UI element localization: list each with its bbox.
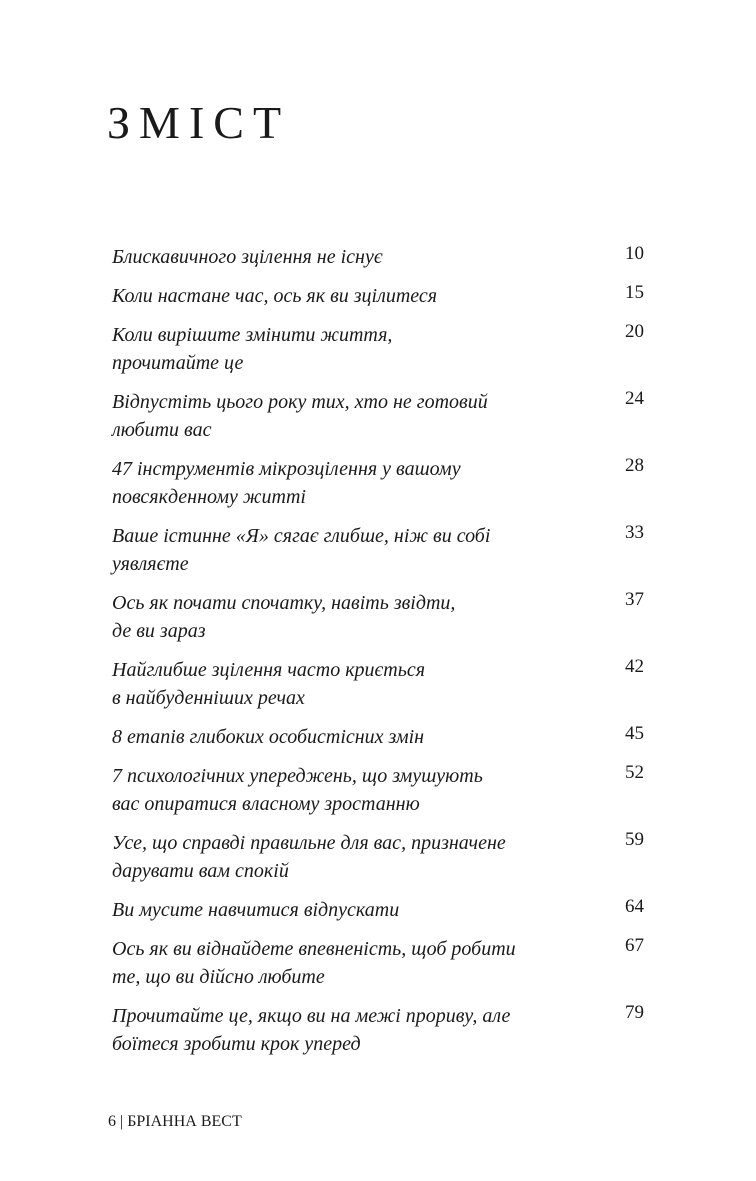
toc-entry-title: Ви мусите навчитися відпускати [112, 896, 399, 924]
toc-entry: Усе, що справді правильне для вас, призн… [112, 829, 644, 885]
toc-entry-line: Відпустіть цього року тих, хто не готови… [112, 391, 488, 413]
toc-entry: 8 етапів глибоких особистісних змін 45 [112, 723, 644, 751]
toc-entry-page: 42 [625, 656, 644, 677]
toc-entry-line: 47 інструментів мікрозцілення у вашому [112, 458, 461, 480]
toc-entry-title: Блискавичного зцілення не існує [112, 243, 383, 271]
toc-entry-title: Прочитайте це, якщо ви на межі прориву, … [112, 1002, 510, 1058]
toc-entry-line: Ось як почати спочатку, навіть звідти, [112, 592, 456, 614]
toc-entry: 47 інструментів мікрозцілення у вашому по… [112, 455, 644, 511]
toc-entry: Найглибше зцілення часто криється в найбу… [112, 656, 644, 712]
toc-entry-line: де ви зараз [112, 620, 206, 642]
page-title: ЗМІСТ [107, 97, 291, 148]
toc-entry: Ви мусите навчитися відпускати 64 [112, 896, 644, 924]
toc-entry-page: 33 [625, 522, 644, 543]
toc-entry-line: дарувати вам спокій [112, 860, 289, 882]
toc-entry-title: Усе, що справді правильне для вас, призн… [112, 829, 506, 885]
toc-entry: Ваше істинне «Я» сягає глибше, ніж ви со… [112, 522, 644, 578]
toc-entry-title: Найглибше зцілення часто криється в найбу… [112, 656, 425, 712]
toc-entry-line: Коли вирішите змінити життя, [112, 324, 393, 346]
toc-entry-page: 15 [625, 282, 644, 303]
table-of-contents: Блискавичного зцілення не існує 10 Коли на… [112, 243, 644, 1069]
toc-entry: Коли настане час, ось як ви зцілитеся 15 [112, 282, 644, 310]
toc-entry-line: в найбуденніших речах [112, 687, 305, 709]
toc-entry-title: 47 інструментів мікрозцілення у вашому по… [112, 455, 461, 511]
toc-entry-line: любити вас [112, 419, 212, 441]
toc-entry: 7 психологічних упереджень, що змушують в… [112, 762, 644, 818]
toc-entry-line: 7 психологічних упереджень, що змушують [112, 765, 483, 787]
toc-entry: Відпустіть цього року тих, хто не готови… [112, 388, 644, 444]
toc-entry-page: 28 [625, 455, 644, 476]
toc-entry-title: 7 психологічних упереджень, що змушують в… [112, 762, 483, 818]
toc-entry-page: 10 [625, 243, 644, 264]
toc-entry-page: 67 [625, 935, 644, 956]
toc-entry-line: боїтеся зробити крок уперед [112, 1033, 361, 1055]
toc-entry: Ось як ви віднайдете впевненість, щоб ро… [112, 935, 644, 991]
toc-entry-title: Ось як почати спочатку, навіть звідти, де… [112, 589, 455, 645]
toc-entry-page: 64 [625, 896, 644, 917]
toc-entry-line: повсякденному житті [112, 486, 306, 508]
toc-entry-page: 20 [625, 321, 644, 342]
page-footer: 6 | БРІАННА ВЕСТ [108, 1113, 242, 1130]
toc-entry-page: 52 [625, 762, 644, 783]
toc-entry-line: Ось як ви віднайдете впевненість, щоб ро… [112, 938, 516, 960]
toc-entry: Прочитайте це, якщо ви на межі прориву, … [112, 1002, 644, 1058]
toc-entry-line: уявляєте [112, 553, 189, 575]
toc-entry-line: Ви мусите навчитися відпускати [112, 899, 400, 921]
toc-entry-title: Коли вирішите змінити життя, прочитайте ц… [112, 321, 392, 377]
toc-entry-page: 24 [625, 388, 644, 409]
toc-entry-page: 37 [625, 589, 644, 610]
toc-entry-page: 45 [625, 723, 644, 744]
toc-entry-title: Ось як ви віднайдете впевненість, щоб ро… [112, 935, 516, 991]
toc-entry-line: Блискавичного зцілення не існує [112, 246, 383, 268]
toc-entry-title: Коли настане час, ось як ви зцілитеся [112, 282, 437, 310]
toc-entry-line: вас опиратися власному зростанню [112, 793, 420, 815]
toc-entry-title: Відпустіть цього року тих, хто не готови… [112, 388, 488, 444]
toc-entry-line: те, що ви дійсно любите [112, 966, 325, 988]
toc-entry-line: 8 етапів глибоких особистісних змін [112, 726, 425, 748]
toc-entry-line: прочитайте це [112, 352, 244, 374]
toc-entry-line: Усе, що справді правильне для вас, призн… [112, 832, 506, 854]
toc-entry: Коли вирішите змінити життя, прочитайте ц… [112, 321, 644, 377]
toc-entry: Блискавичного зцілення не існує 10 [112, 243, 644, 271]
toc-entry-page: 79 [625, 1002, 644, 1023]
toc-entry-line: Прочитайте це, якщо ви на межі прориву, … [112, 1005, 511, 1027]
toc-entry-line: Ваше істинне «Я» сягає глибше, ніж ви со… [112, 525, 491, 547]
toc-entry-line: Коли настане час, ось як ви зцілитеся [112, 285, 438, 307]
toc-entry-title: Ваше істинне «Я» сягає глибше, ніж ви со… [112, 522, 490, 578]
toc-entry: Ось як почати спочатку, навіть звідти, де… [112, 589, 644, 645]
toc-entry-line: Найглибше зцілення часто криється [112, 659, 425, 681]
toc-entry-page: 59 [625, 829, 644, 850]
toc-entry-title: 8 етапів глибоких особистісних змін [112, 723, 424, 751]
